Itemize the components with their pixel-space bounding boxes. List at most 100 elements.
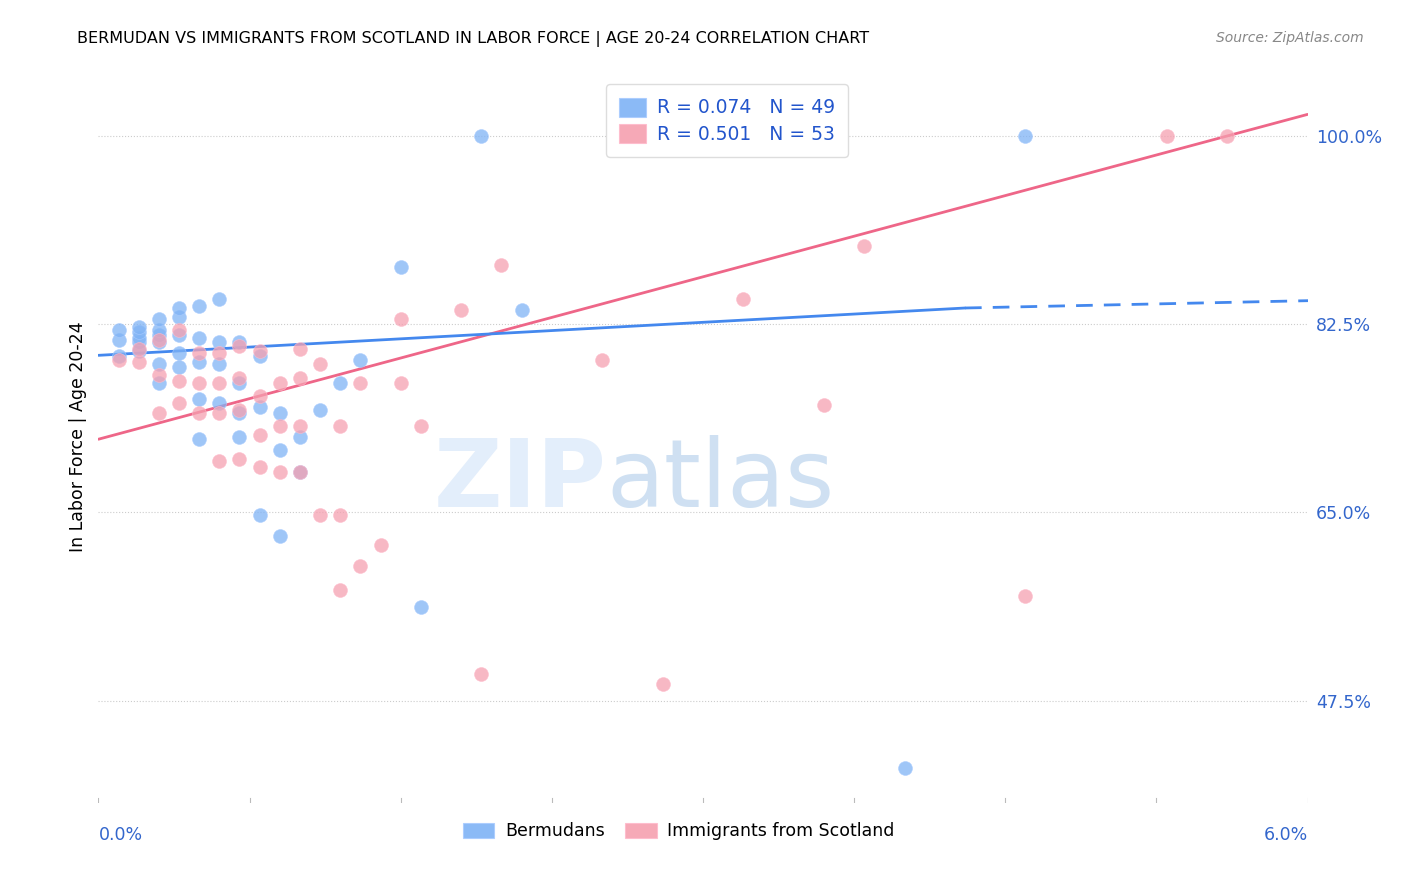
Point (269, 376, 291, 391)
Point (1156, 128, 1178, 143)
Point (107, 352, 129, 367)
Point (148, 311, 170, 326)
Point (813, 398, 835, 412)
Point (228, 451, 250, 466)
Point (249, 508, 271, 522)
Point (188, 299, 211, 313)
Point (853, 238, 876, 252)
Point (329, 508, 352, 522)
Point (491, 258, 513, 272)
Point (1216, 128, 1239, 143)
Point (167, 301, 190, 315)
Point (228, 406, 250, 420)
Point (228, 335, 250, 350)
Point (188, 392, 211, 407)
Point (167, 346, 190, 360)
Point (167, 310, 190, 324)
Point (148, 322, 170, 336)
Point (349, 559, 371, 574)
Point (510, 303, 533, 318)
Point (733, 293, 755, 307)
Point (370, 538, 392, 552)
Point (249, 389, 271, 403)
Point (107, 350, 129, 364)
Point (309, 357, 332, 371)
Point (389, 260, 412, 274)
Point (288, 419, 311, 434)
Text: atlas: atlas (606, 435, 835, 527)
Point (167, 327, 190, 342)
Point (249, 350, 271, 364)
Point (148, 335, 170, 350)
Point (188, 406, 211, 420)
Point (309, 508, 332, 522)
Point (249, 460, 271, 475)
Point (107, 333, 129, 347)
Point (1014, 589, 1036, 603)
Point (249, 400, 271, 414)
Point (107, 322, 129, 336)
Point (208, 376, 231, 391)
Point (228, 403, 250, 417)
Point (389, 311, 412, 326)
Point (148, 357, 170, 371)
Point (288, 430, 311, 444)
Point (288, 465, 311, 479)
Point (148, 376, 170, 391)
Point (148, 406, 170, 420)
Point (128, 355, 150, 369)
Point (409, 419, 432, 434)
Text: ZIP: ZIP (433, 435, 606, 527)
Point (208, 406, 231, 420)
Text: BERMUDAN VS IMMIGRANTS FROM SCOTLAND IN LABOR FORCE | AGE 20-24 CORRELATION CHAR: BERMUDAN VS IMMIGRANTS FROM SCOTLAND IN … (77, 31, 869, 47)
Point (329, 419, 352, 434)
Point (128, 320, 150, 334)
Point (128, 325, 150, 339)
Point (249, 344, 271, 359)
Point (128, 331, 150, 345)
Point (167, 395, 190, 409)
Point (269, 465, 291, 479)
Text: Source: ZipAtlas.com: Source: ZipAtlas.com (1216, 31, 1364, 45)
Point (208, 454, 231, 468)
Point (1014, 128, 1036, 143)
Point (188, 346, 211, 360)
Point (208, 357, 231, 371)
Point (249, 428, 271, 442)
Point (409, 600, 432, 615)
Point (188, 355, 211, 369)
Point (208, 293, 231, 307)
Point (128, 342, 150, 356)
Point (309, 403, 332, 417)
Point (208, 346, 231, 360)
Point (188, 331, 211, 345)
Point (128, 344, 150, 359)
Point (148, 333, 170, 347)
Point (651, 677, 673, 691)
Point (288, 342, 311, 356)
Point (148, 368, 170, 382)
Point (470, 128, 492, 143)
Point (269, 442, 291, 457)
Legend: Bermudans, Immigrants from Scotland: Bermudans, Immigrants from Scotland (454, 814, 903, 849)
Y-axis label: In Labor Force | Age 20-24: In Labor Force | Age 20-24 (69, 322, 87, 552)
Point (893, 761, 915, 775)
Point (269, 406, 291, 420)
Point (288, 371, 311, 385)
Point (167, 360, 190, 375)
Point (349, 376, 371, 391)
Point (329, 582, 352, 597)
Point (329, 376, 352, 391)
Point (188, 432, 211, 446)
Point (188, 376, 211, 391)
Point (470, 666, 492, 681)
Point (269, 419, 291, 434)
Point (148, 327, 170, 342)
Point (167, 322, 190, 336)
Point (208, 395, 231, 409)
Point (450, 303, 472, 318)
Point (228, 430, 250, 444)
Point (228, 376, 250, 391)
Point (288, 465, 311, 479)
Point (228, 338, 250, 352)
